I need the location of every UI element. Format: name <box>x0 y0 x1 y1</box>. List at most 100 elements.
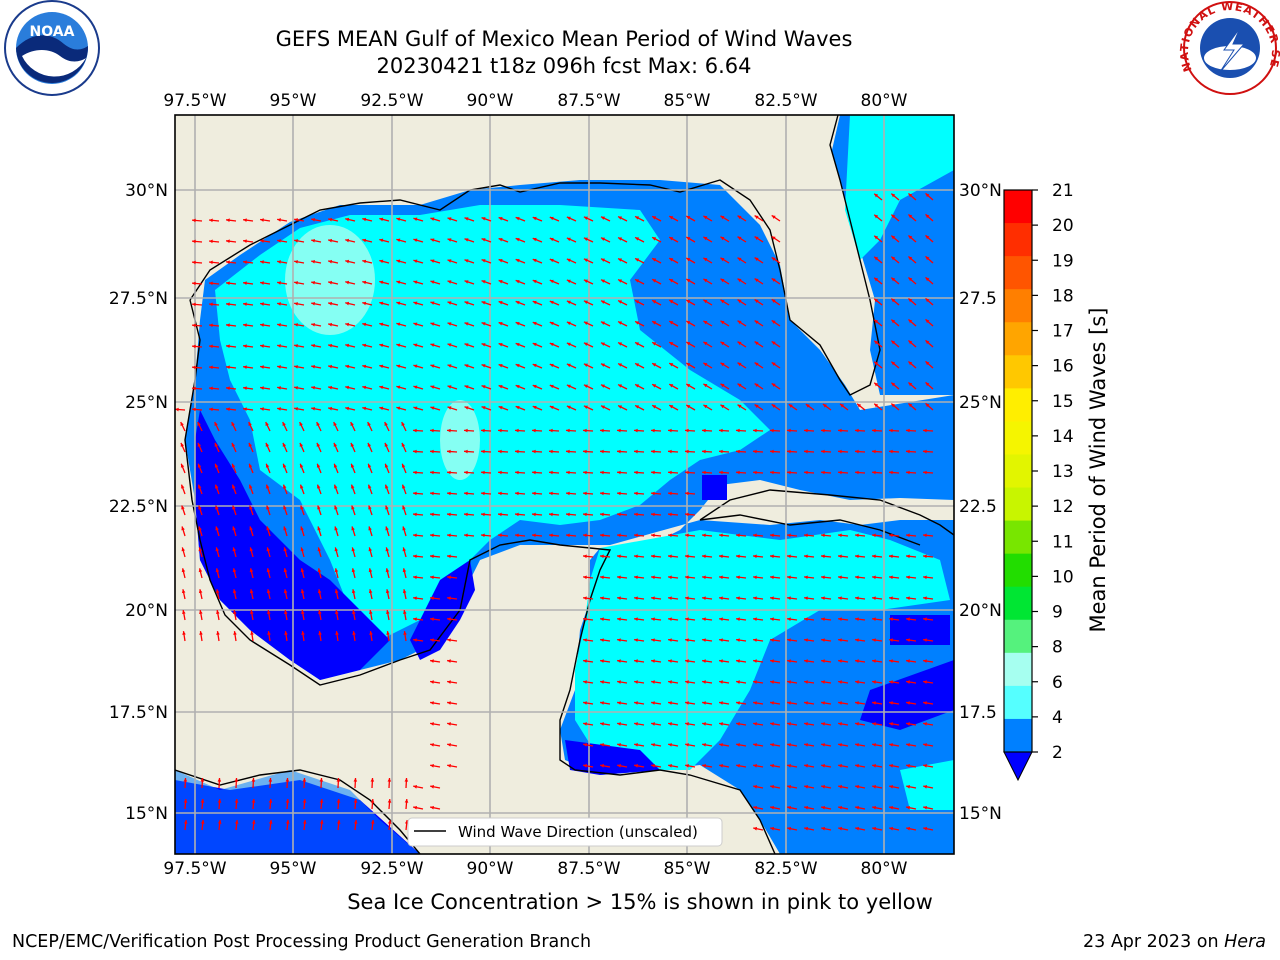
wind-wave-arrowhead <box>754 257 759 262</box>
wind-wave-arrowhead <box>618 279 623 283</box>
wind-wave-arrowhead <box>770 680 774 684</box>
lon-tick-label: 95°W <box>270 859 317 879</box>
wind-wave-arrowhead <box>333 463 338 468</box>
wind-wave-arrowhead <box>413 533 417 538</box>
wind-wave-arrowhead <box>906 428 910 433</box>
wind-wave-arrowhead <box>362 259 367 264</box>
wind-wave-arrowhead <box>566 449 570 454</box>
wind-wave-arrowhead <box>566 363 571 368</box>
wind-wave-arrowhead <box>668 449 672 454</box>
wind-wave-arrowhead <box>651 680 655 684</box>
wind-wave-arrowhead <box>243 365 247 369</box>
wind-wave-arrowhead <box>532 470 536 475</box>
wind-wave-arrowhead <box>925 361 930 366</box>
atlantic-water-cyan <box>845 115 954 260</box>
wind-wave-arrowhead <box>872 449 876 454</box>
wind-wave-arrowhead <box>703 383 708 388</box>
wind-wave-arrowhead <box>889 554 893 559</box>
light-cyan-patch <box>440 400 480 480</box>
wind-wave-arrowhead <box>685 596 689 601</box>
wind-wave-arrowhead <box>668 554 672 559</box>
lon-tick-label: 82.5°W <box>754 91 817 111</box>
wind-wave-arrowhead <box>549 470 553 475</box>
wind-wave-arrowhead <box>402 484 406 489</box>
lon-tick-label: 80°W <box>861 91 908 111</box>
wind-wave-arrowhead <box>328 217 333 222</box>
wind-wave-arrowhead <box>923 428 927 433</box>
wind-wave-arrowhead <box>838 680 842 684</box>
wind-wave-arrowhead <box>925 403 930 408</box>
wind-wave-arrowhead <box>430 596 434 601</box>
wind-wave-arrowhead <box>838 805 843 810</box>
wind-wave-arrowhead <box>319 778 324 782</box>
wind-wave-arrowhead <box>872 554 876 559</box>
wind-wave-arrowhead <box>396 364 401 369</box>
wind-wave-arrowhead <box>353 820 358 824</box>
wind-wave-arrowhead <box>702 596 706 601</box>
colorbar-extend-triangle <box>1003 751 1033 782</box>
wind-wave-arrowhead <box>430 701 434 705</box>
wind-wave-arrowhead <box>634 764 638 768</box>
wind-wave-arrowhead <box>686 342 691 346</box>
wind-wave-arrowhead <box>720 299 725 304</box>
wind-wave-arrowhead <box>804 638 808 642</box>
wind-wave-arrowhead <box>923 785 928 789</box>
wind-wave-arrowhead <box>600 638 604 642</box>
wind-wave-arrowhead <box>368 484 372 489</box>
wind-wave-arrowhead <box>413 470 417 475</box>
wind-wave-arrowhead <box>317 568 322 573</box>
wind-wave-arrowhead <box>379 343 384 348</box>
wind-wave-arrowhead <box>686 279 691 283</box>
footer-date-text: 23 Apr 2023 on <box>1083 932 1225 952</box>
wind-wave-arrowhead <box>294 302 298 306</box>
wind-wave-arrowhead <box>345 364 350 369</box>
wind-wave-arrowhead <box>464 280 469 284</box>
wind-wave-arrowhead <box>413 596 417 601</box>
wind-wave-arrowhead <box>923 596 927 601</box>
wind-wave-arrowhead <box>787 596 791 601</box>
wind-wave-arrowhead <box>498 364 503 368</box>
wind-wave-arrowhead <box>770 470 774 475</box>
wind-wave-arrowhead <box>804 764 808 768</box>
lon-tick-label: 97.5°W <box>163 859 226 879</box>
colorbar-tick-label: 2 <box>1052 743 1063 763</box>
wind-wave-arrowhead <box>583 512 587 517</box>
wind-wave-arrowhead <box>770 428 774 433</box>
wind-wave-arrowhead <box>226 302 230 307</box>
wind-wave-arrowhead <box>498 406 503 410</box>
wind-wave-arrowhead <box>651 512 655 517</box>
wind-wave-arrowhead <box>251 778 256 782</box>
wind-wave-arrowhead <box>583 575 587 580</box>
deep-blue-cell <box>702 475 727 500</box>
wind-wave-arrowhead <box>668 617 672 621</box>
wind-wave-arrowhead <box>447 406 452 410</box>
wind-wave-arrowhead <box>234 778 239 782</box>
wind-wave-arrowhead <box>770 449 774 454</box>
wind-wave-arrowhead <box>430 533 434 538</box>
wind-wave-arrowhead <box>821 554 825 559</box>
wind-wave-arrowhead <box>651 638 655 642</box>
wind-wave-arrowhead <box>874 403 879 408</box>
wind-wave-arrowhead <box>669 405 674 409</box>
wind-wave-arrowhead <box>481 301 486 305</box>
wind-wave-arrowhead <box>804 659 808 663</box>
wind-wave-arrowhead <box>855 617 859 621</box>
wind-wave-arrowhead <box>906 659 910 663</box>
wind-wave-arrowhead <box>249 484 253 489</box>
wind-wave-arrowhead <box>231 442 236 447</box>
wind-wave-arrowhead <box>668 533 672 538</box>
wind-wave-arrowhead <box>396 322 401 327</box>
wind-wave-arrowhead <box>300 505 304 510</box>
wind-wave-arrowhead <box>583 533 587 538</box>
wind-wave-arrowhead <box>464 385 469 389</box>
wind-wave-arrowhead <box>198 568 203 573</box>
wind-wave-arrowhead <box>754 320 759 325</box>
wind-wave-arrowhead <box>651 701 655 705</box>
figure-title: GEFS MEAN Gulf of Mexico Mean Period of … <box>275 27 853 51</box>
wind-wave-arrowhead <box>404 799 409 803</box>
wind-wave-arrowhead <box>804 575 808 580</box>
wind-wave-arrowhead <box>447 617 451 621</box>
wind-wave-arrowhead <box>216 631 220 635</box>
wind-wave-arrowhead <box>209 344 213 349</box>
wind-wave-arrowhead <box>737 320 742 325</box>
